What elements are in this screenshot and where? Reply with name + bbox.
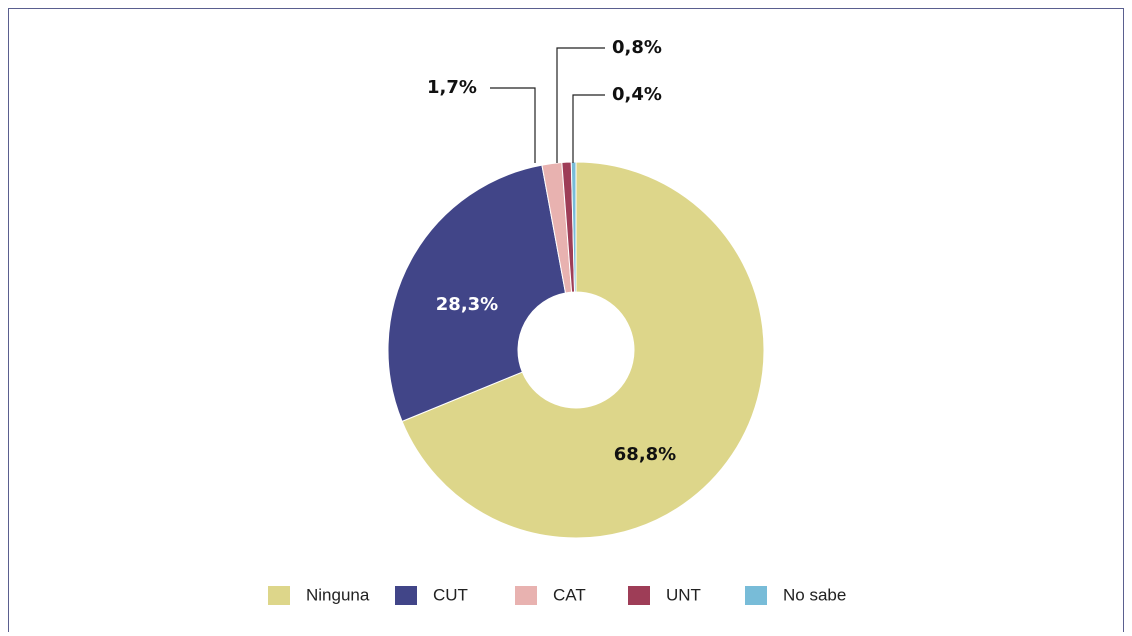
legend-label: No sabe (783, 585, 846, 604)
legend-swatch (745, 586, 767, 605)
legend-label: CAT (553, 585, 586, 604)
data-label: 28,3% (436, 294, 498, 315)
legend-swatch (395, 586, 417, 605)
leader-line (556, 47, 605, 163)
frame (8, 8, 1124, 636)
data-label: 0,8% (612, 37, 662, 58)
leader-line (572, 94, 605, 163)
leader-line (490, 87, 536, 163)
legend-label: CUT (433, 585, 468, 604)
legend-label: Ninguna (306, 585, 370, 604)
data-label: 1,7% (427, 77, 477, 98)
donut-slice (401, 161, 765, 539)
legend-swatch (268, 586, 290, 605)
donut-slice (387, 164, 567, 423)
data-label: 0,4% (612, 84, 662, 105)
data-label: 68,8% (614, 444, 676, 465)
legend-swatch (628, 586, 650, 605)
legend-label: UNT (666, 585, 701, 604)
legend-swatch (515, 586, 537, 605)
